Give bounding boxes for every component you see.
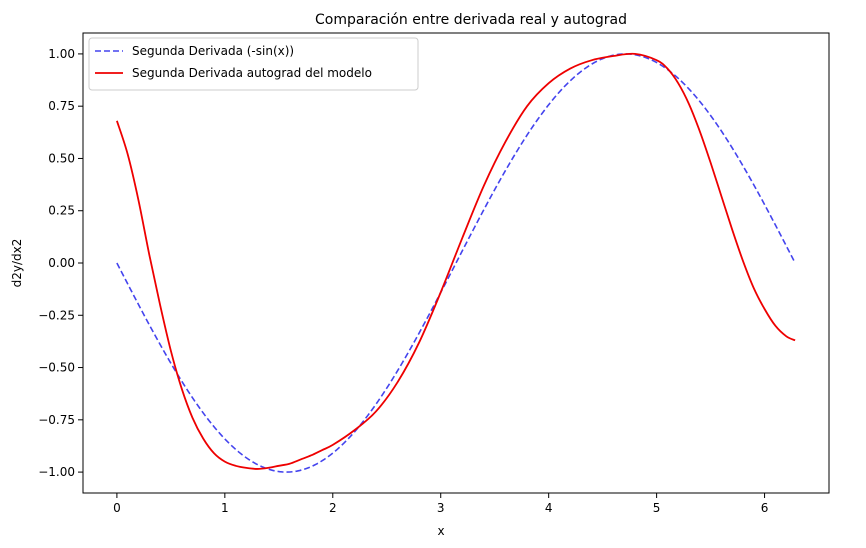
y-axis: −1.00 −0.75 −0.50 −0.25 0.00 0.25 0.50 0.75 1.00 xyxy=(38,47,83,479)
x-tick-label: 1 xyxy=(221,501,229,515)
y-tick-label: 1.00 xyxy=(48,47,75,61)
y-tick-label: 0.75 xyxy=(48,99,75,113)
y-tick-label: 0.25 xyxy=(48,204,75,218)
legend-label-series-1: Segunda Derivada (-sin(x)) xyxy=(132,44,294,58)
y-tick-label: −0.75 xyxy=(38,413,75,427)
legend: Segunda Derivada (-sin(x)) Segunda Deriv… xyxy=(88,37,419,91)
y-tick-label: −0.50 xyxy=(38,361,75,375)
x-tick-label: 3 xyxy=(437,501,445,515)
y-tick-label: −0.25 xyxy=(38,308,75,322)
y-tick-label: −1.00 xyxy=(38,465,75,479)
y-tick-label: 0.00 xyxy=(48,256,75,270)
x-tick-label: 4 xyxy=(545,501,553,515)
x-axis-label: x xyxy=(437,524,444,538)
chart-title: Comparación entre derivada real y autogr… xyxy=(315,12,627,28)
legend-label-series-2: Segunda Derivada autograd del modelo xyxy=(132,66,372,80)
legend-box xyxy=(88,37,419,91)
x-tick-label: 5 xyxy=(653,501,661,515)
series-line-sin xyxy=(116,53,796,473)
series-layer xyxy=(116,52,796,473)
x-tick-label: 6 xyxy=(761,501,769,515)
x-axis: 0 1 2 3 4 5 6 xyxy=(113,493,768,515)
y-axis-label: d2y/dx2 xyxy=(10,239,24,288)
x-tick-label: 2 xyxy=(329,501,337,515)
y-tick-label: 0.50 xyxy=(48,151,75,165)
x-tick-label: 0 xyxy=(113,501,121,515)
series-line-autograd xyxy=(116,52,796,470)
